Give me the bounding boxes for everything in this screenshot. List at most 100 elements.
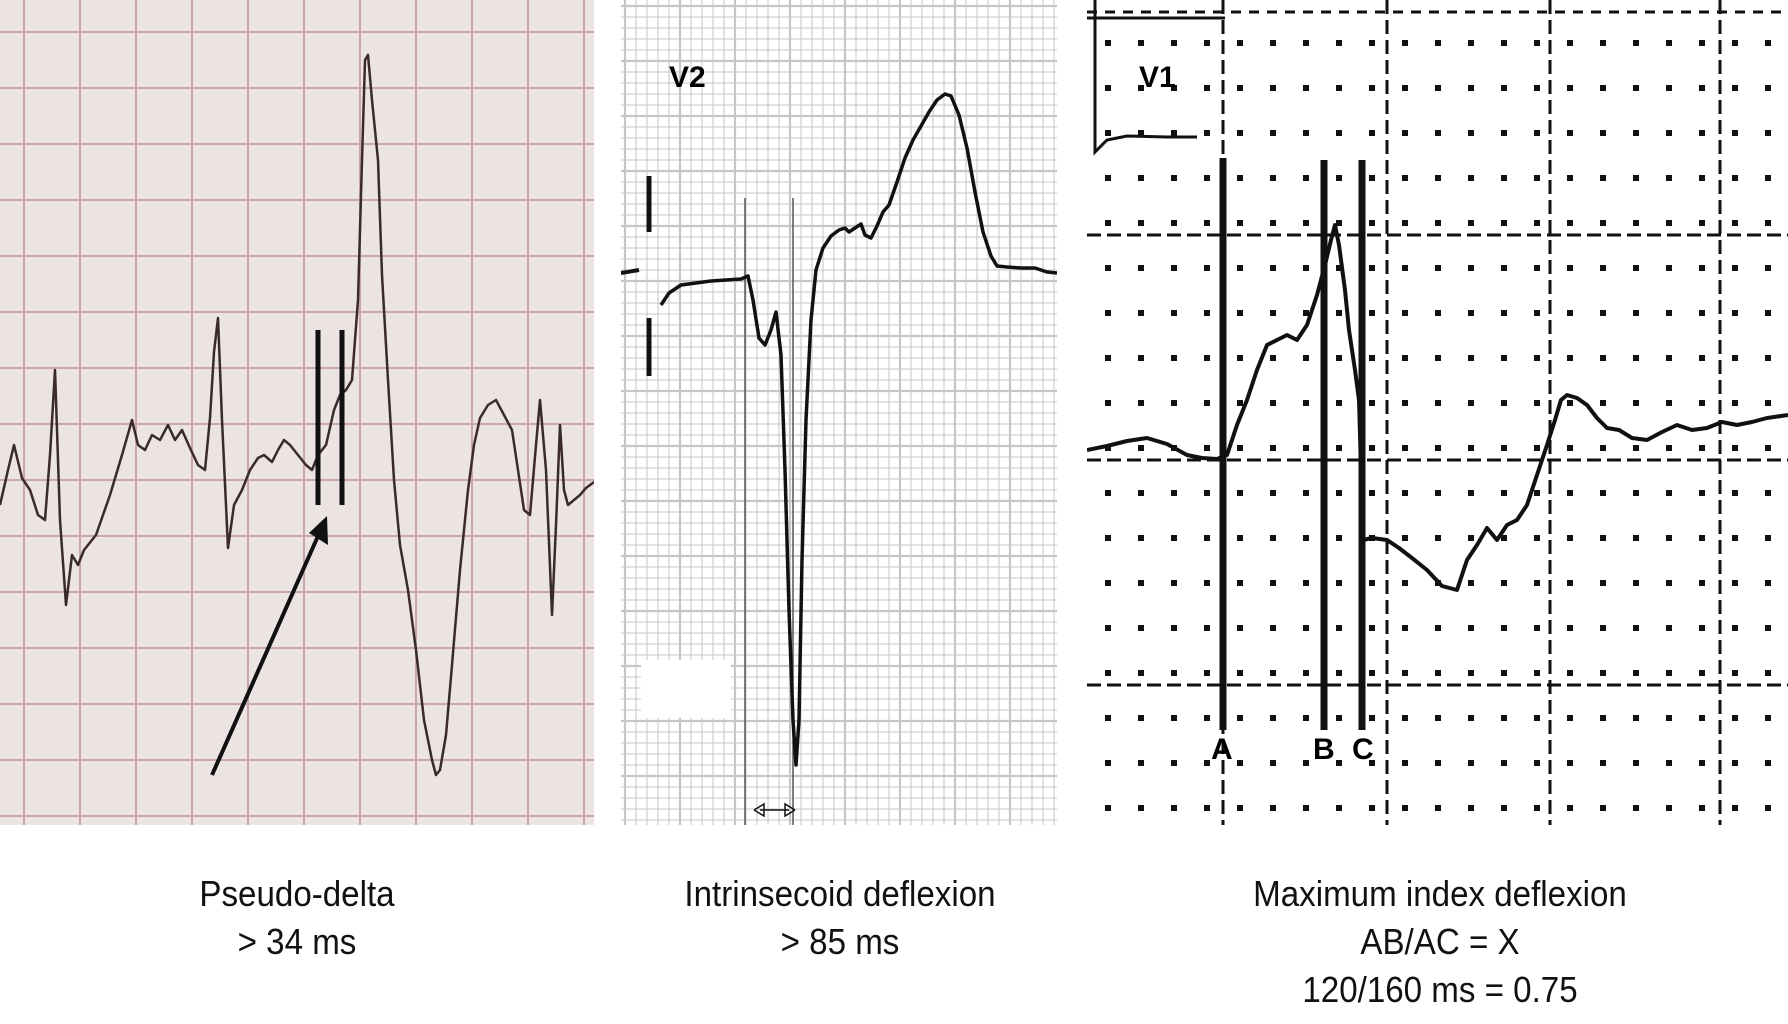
grid-dot <box>1369 85 1375 91</box>
grid-dot <box>1567 355 1573 361</box>
grid-dot <box>1567 40 1573 46</box>
grid-dot <box>1666 805 1672 811</box>
grid-dot <box>1666 760 1672 766</box>
grid-dot <box>1699 40 1705 46</box>
grid-dot <box>1336 535 1342 541</box>
grid-dot <box>1237 40 1243 46</box>
grid-dot <box>1435 265 1441 271</box>
grid-dot <box>1633 310 1639 316</box>
grid-dot <box>1138 40 1144 46</box>
grid-dot <box>1237 580 1243 586</box>
grid-dot <box>1105 85 1111 91</box>
grid-dot <box>1171 220 1177 226</box>
grid-dot <box>1171 310 1177 316</box>
grid-dot <box>1435 355 1441 361</box>
point-label-b: B <box>1313 733 1335 766</box>
grid-dot <box>1732 175 1738 181</box>
grid-dot <box>1600 805 1606 811</box>
grid-dot <box>1732 130 1738 136</box>
grid-dot <box>1171 490 1177 496</box>
grid-dot <box>1435 715 1441 721</box>
grid-dot <box>1501 715 1507 721</box>
grid-dot <box>1732 400 1738 406</box>
grid-dot <box>1270 400 1276 406</box>
grid-dot <box>1633 175 1639 181</box>
grid-dot <box>1765 670 1771 676</box>
grid-dot <box>1567 535 1573 541</box>
grid-dot <box>1336 265 1342 271</box>
grid-dot <box>1732 805 1738 811</box>
grid-dot <box>1435 760 1441 766</box>
grid-dot <box>1765 715 1771 721</box>
grid-dot <box>1666 265 1672 271</box>
grid-dot <box>1468 40 1474 46</box>
grid-dot <box>1468 310 1474 316</box>
grid-dot <box>1501 40 1507 46</box>
grid-dot <box>1732 220 1738 226</box>
grid-dot <box>1237 175 1243 181</box>
grid-dot <box>1765 580 1771 586</box>
grid-dot <box>1402 445 1408 451</box>
grid-dot <box>1534 85 1540 91</box>
grid-dot <box>1402 535 1408 541</box>
grid-dot <box>1501 760 1507 766</box>
grid-dot <box>1600 625 1606 631</box>
grid-dot <box>1105 760 1111 766</box>
grid-dot <box>1435 670 1441 676</box>
grid-dot <box>1468 580 1474 586</box>
grid-dot <box>1303 445 1309 451</box>
grid-dot <box>1204 85 1210 91</box>
grid-dot <box>1270 40 1276 46</box>
grid-dot <box>1765 760 1771 766</box>
grid-dot <box>1369 40 1375 46</box>
grid-dot <box>1105 175 1111 181</box>
grid-dot <box>1765 625 1771 631</box>
grid-dot <box>1600 490 1606 496</box>
grid-dot <box>1732 40 1738 46</box>
grid-dot <box>1435 805 1441 811</box>
grid-dot <box>1534 490 1540 496</box>
grid-dot <box>1336 670 1342 676</box>
grid-dot <box>1699 445 1705 451</box>
grid-dot <box>1303 535 1309 541</box>
grid-dot <box>1369 265 1375 271</box>
caption-max-index: Maximum index deflexion AB/AC = X 120/16… <box>1164 870 1716 1014</box>
grid-dot <box>1105 220 1111 226</box>
grid-dot <box>1105 265 1111 271</box>
grid-dot <box>1204 445 1210 451</box>
grid-dot <box>1501 310 1507 316</box>
grid-dot <box>1402 85 1408 91</box>
grid-dot <box>1138 310 1144 316</box>
grid-dot <box>1204 625 1210 631</box>
grid-dot <box>1138 535 1144 541</box>
grid-dot <box>1534 580 1540 586</box>
grid-dot <box>1270 85 1276 91</box>
grid-dot <box>1237 85 1243 91</box>
grid-dot <box>1237 130 1243 136</box>
grid-dot <box>1303 130 1309 136</box>
grid-dot <box>1600 670 1606 676</box>
grid-dot <box>1600 85 1606 91</box>
grid-dot <box>1402 490 1408 496</box>
grid-dot <box>1369 175 1375 181</box>
ecg-strip-pseudo-delta <box>0 0 594 825</box>
grid-dot <box>1567 175 1573 181</box>
grid-dot <box>1567 445 1573 451</box>
grid-dot <box>1501 400 1507 406</box>
grid-dot <box>1501 265 1507 271</box>
grid-dot <box>1666 310 1672 316</box>
grid-dot <box>1105 445 1111 451</box>
grid-dot <box>1369 760 1375 766</box>
grid-dot <box>1666 40 1672 46</box>
grid-dot <box>1270 580 1276 586</box>
grid-dot <box>1270 490 1276 496</box>
caption-value: > 34 ms <box>237 921 357 962</box>
grid-dot <box>1105 805 1111 811</box>
grid-dot <box>1303 220 1309 226</box>
baseline-stub <box>621 268 640 275</box>
grid-dot <box>1666 355 1672 361</box>
ecg-paper-background <box>0 0 594 825</box>
grid-dot <box>1600 40 1606 46</box>
grid-dot <box>1204 40 1210 46</box>
grid-dot <box>1138 400 1144 406</box>
